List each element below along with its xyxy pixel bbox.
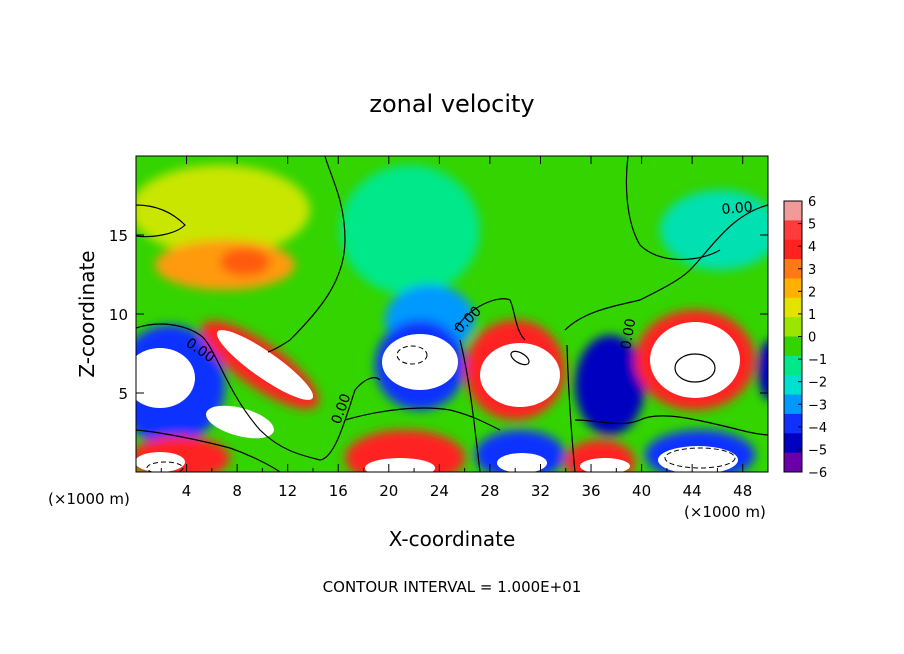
colorbar-tick-label: 4: [808, 240, 816, 255]
x-tick-label: 24: [430, 482, 449, 500]
colorbar-tick-label: 6: [808, 195, 816, 210]
contour-label: 0.00: [618, 317, 639, 350]
colorbar-swatch: [784, 297, 802, 318]
dashed-contour: [396, 345, 428, 365]
colorbar-swatch: [784, 239, 802, 260]
x-tick-label: 16: [329, 482, 348, 500]
colorbar-tick-label: −5: [808, 443, 827, 458]
colorbar-swatch: [784, 278, 802, 299]
dashed-contour: [664, 447, 736, 469]
field-blob-cyan-center: [340, 165, 480, 295]
saturated-cores: [136, 322, 740, 472]
field-blob-cyan-right: [660, 190, 768, 270]
x-tick-label: 40: [632, 482, 651, 500]
chart-title: zonal velocity: [369, 90, 534, 118]
contour-line: [689, 204, 768, 271]
colorbar-swatch: [784, 452, 802, 473]
colorbar-tick-label: 0: [808, 331, 816, 346]
core-mid: [480, 343, 560, 407]
y-axis: 5 10 15: [109, 227, 768, 403]
colorbar-swatch: [784, 433, 802, 454]
colorbar-swatch: [784, 355, 802, 376]
contour-interval-note: CONTOUR INTERVAL = 1.000E+01: [323, 578, 582, 596]
x-tick-label: 28: [480, 482, 499, 500]
x-tick-label: 8: [232, 482, 242, 500]
x-tick-label: 48: [733, 482, 752, 500]
x-tick-label: 20: [379, 482, 398, 500]
colorbar-tick-label: −4: [808, 421, 827, 436]
contour-line: [574, 415, 768, 436]
zero-contours: [136, 156, 768, 472]
plot-area: 0.00 0.00 0.00 0.00 0.00: [136, 156, 768, 472]
x-axis-label: X-coordinate: [389, 527, 516, 551]
field-blob-red-upper-left: [220, 248, 270, 276]
core-diagonal: [216, 330, 314, 400]
colorbar-tick-label: 2: [808, 285, 816, 300]
contour-label: 0.00: [721, 199, 753, 218]
colorbar-tick-label: −3: [808, 398, 827, 413]
colorbar-swatch: [784, 394, 802, 415]
y-tick-label: 15: [109, 227, 128, 245]
colorbar-swatch: [784, 413, 802, 434]
contour-line: [344, 407, 501, 431]
dashed-contour: [146, 461, 184, 472]
x-unit-left: (×1000 m): [48, 490, 130, 508]
colorbar-tick-label: 5: [808, 218, 816, 233]
colorbar-tick-label: −1: [808, 353, 827, 368]
colorbar-tick-label: 3: [808, 263, 816, 278]
x-unit-right: (×1000 m): [684, 503, 766, 521]
contour-line: [459, 339, 481, 472]
core-left: [136, 348, 195, 408]
colorbar-tick-label: −2: [808, 376, 827, 391]
contour-small-loop: [674, 353, 716, 383]
colorbar-swatch: [784, 220, 802, 241]
colorbar-swatch: [784, 317, 802, 337]
contour-line: [566, 344, 576, 472]
colorbar-swatch: [784, 336, 802, 357]
y-axis-label: Z-coordinate: [75, 250, 99, 377]
x-tick-label: 36: [581, 482, 600, 500]
core-right: [650, 322, 740, 398]
colorbar: 6 5 4 3 2 1 0 −1 −2 −3 −4 −5 −6: [783, 195, 827, 481]
contour-line: [136, 323, 381, 461]
dashed-contours: [146, 345, 736, 472]
y-tick-label: 10: [109, 306, 128, 324]
core-bottom-center: [365, 458, 435, 472]
core-center: [382, 334, 458, 390]
x-tick-label: 44: [683, 482, 702, 500]
core-bottom-left: [136, 452, 185, 472]
x-tick-label: 12: [278, 482, 297, 500]
contour-line: [625, 156, 721, 261]
field-blob-yellow-upper-left: [136, 165, 310, 255]
colorbar-tick-label: −6: [808, 466, 827, 481]
colorbar-swatch: [784, 375, 802, 396]
core-lower-left: [205, 405, 275, 439]
contour-line: [267, 156, 346, 353]
colorbar-swatch: [784, 201, 802, 221]
contour-line: [136, 204, 186, 238]
colorbar-swatch: [784, 259, 802, 279]
x-axis: 4 8 12 16 20 24 28 32 36 40 44 48: [160, 156, 752, 500]
contour-line: [454, 298, 526, 341]
core-bottom-right-b: [658, 446, 738, 472]
core-bottom-right-a: [580, 458, 630, 472]
field-blob-blue-right-edge: [758, 340, 768, 400]
x-tick-label: 4: [182, 482, 192, 500]
x-tick-label: 32: [531, 482, 550, 500]
contour-line: [136, 429, 281, 472]
contour-small-loop: [510, 350, 530, 366]
y-tick-label: 5: [118, 385, 128, 403]
field-blob-red-bottom-mid: [345, 430, 465, 472]
colorbar-tick-label: 1: [808, 308, 816, 323]
field-blob-blue-right: [575, 335, 645, 435]
core-bottom-mid: [497, 453, 547, 472]
contour-line: [564, 269, 691, 331]
